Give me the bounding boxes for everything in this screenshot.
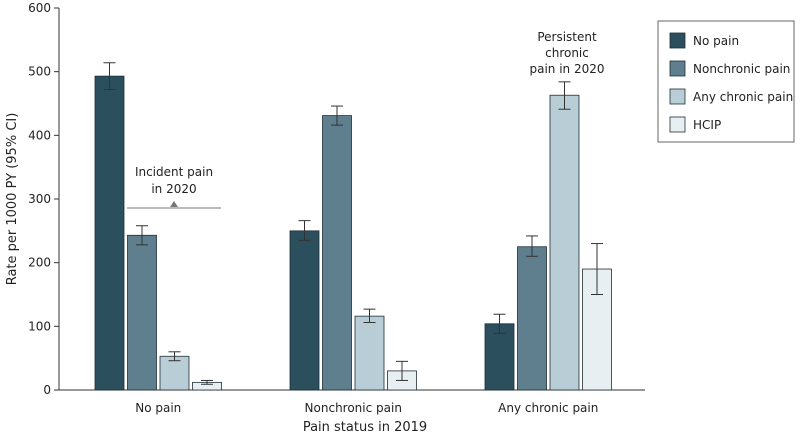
y-tick-label: 0 xyxy=(43,383,51,397)
legend-label: HCIP xyxy=(693,118,721,132)
error-bars xyxy=(103,62,603,385)
legend-swatch xyxy=(669,88,686,105)
error-bar xyxy=(396,360,408,381)
bar xyxy=(289,230,320,391)
bar xyxy=(127,234,157,391)
bar xyxy=(354,315,385,391)
legend-swatch xyxy=(669,32,686,49)
legend-label: Nonchronic pain xyxy=(693,62,790,76)
annotation-incident-pain: Incident pain in 2020 xyxy=(135,165,213,196)
legend: No pain Nonchronic pain Any chronic pain HC… xyxy=(657,20,795,143)
legend-swatch xyxy=(669,116,686,133)
error-bar xyxy=(168,351,181,362)
legend-swatch xyxy=(669,60,686,77)
bar xyxy=(322,115,352,391)
error-bar xyxy=(103,62,116,90)
legend-item: Any chronic pain xyxy=(669,88,793,105)
x-axis-title: Pain status in 2019 xyxy=(303,420,427,435)
error-bar xyxy=(558,81,571,110)
error-bar xyxy=(363,308,376,324)
error-bar xyxy=(201,379,213,385)
legend-item: HCIP xyxy=(669,116,721,133)
annotation-persistent-chronic-pain: Persistent chronic pain in 2020 xyxy=(529,30,604,76)
bar xyxy=(94,75,125,391)
error-bar xyxy=(526,235,538,257)
legend-item: No pain xyxy=(669,32,739,49)
y-axis-title: Rate per 1000 PY (95% CI) xyxy=(5,113,20,286)
error-bar xyxy=(493,313,506,334)
x-tick-label: Nonchronic pain xyxy=(305,401,402,415)
legend-label: No pain xyxy=(693,34,739,48)
bar xyxy=(517,246,547,391)
error-bar xyxy=(136,225,148,246)
bar xyxy=(159,355,190,391)
y-tick-label: 600 xyxy=(28,1,51,15)
x-axis: No pain Nonchronic pain Any chronic pain xyxy=(59,389,645,415)
bar xyxy=(484,323,515,391)
bars xyxy=(94,75,612,391)
y-tick-label: 100 xyxy=(28,319,51,333)
y-axis: 0 100 200 300 400 500 600 xyxy=(28,1,60,397)
y-tick-label: 500 xyxy=(28,65,51,79)
error-bar xyxy=(298,220,311,241)
error-bar xyxy=(331,105,343,126)
x-tick-label: No pain xyxy=(135,401,181,415)
y-tick-label: 200 xyxy=(28,256,51,270)
error-bar xyxy=(591,243,603,295)
legend-item: Nonchronic pain xyxy=(669,60,790,77)
legend-label: Any chronic pain xyxy=(693,90,793,104)
annotations: Incident pain in 2020 Persistent chronic pai… xyxy=(127,30,605,209)
y-tick-label: 400 xyxy=(28,128,51,142)
bar xyxy=(549,94,580,391)
annotation-arrow xyxy=(170,201,178,207)
y-tick-label: 300 xyxy=(28,192,51,206)
x-tick-label: Any chronic pain xyxy=(498,401,598,415)
